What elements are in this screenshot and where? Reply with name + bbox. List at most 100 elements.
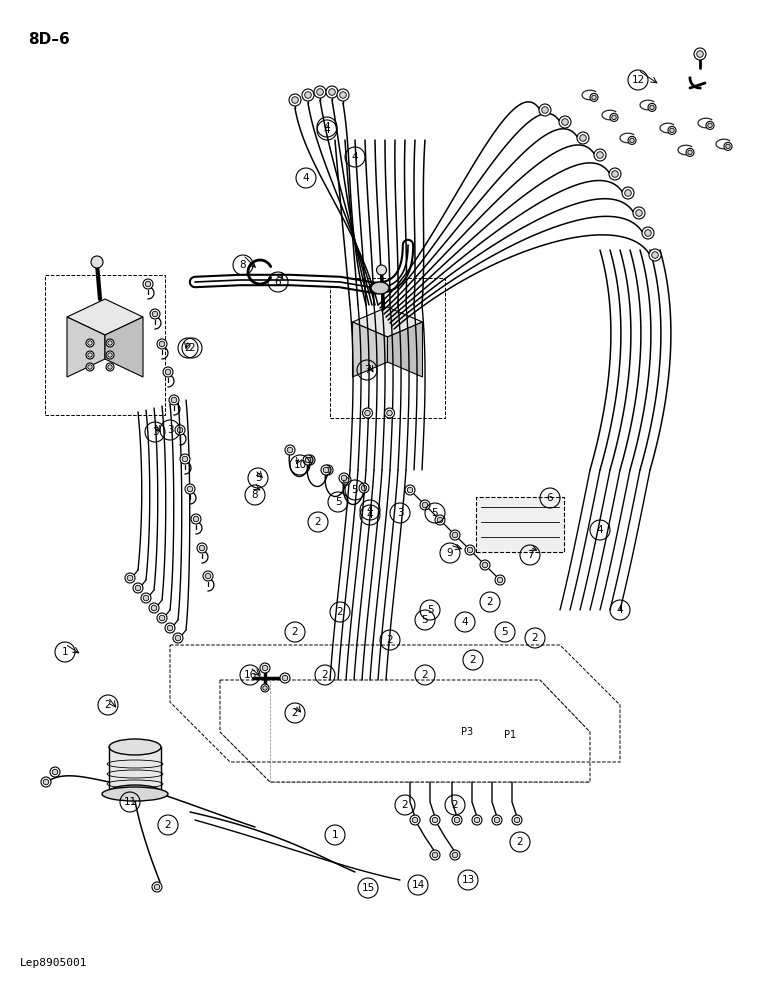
Text: 4: 4 xyxy=(323,125,330,135)
Circle shape xyxy=(154,884,160,890)
Circle shape xyxy=(141,593,151,603)
Text: 2: 2 xyxy=(469,655,476,665)
Circle shape xyxy=(280,673,290,683)
Circle shape xyxy=(363,408,373,418)
Circle shape xyxy=(562,119,568,125)
Circle shape xyxy=(317,89,323,95)
Bar xyxy=(45,275,165,415)
Circle shape xyxy=(420,500,430,510)
Circle shape xyxy=(706,121,714,129)
Text: 2: 2 xyxy=(322,670,328,680)
Text: 5: 5 xyxy=(335,497,341,507)
Circle shape xyxy=(159,341,164,347)
Circle shape xyxy=(191,514,201,524)
Circle shape xyxy=(185,484,195,494)
Text: 5: 5 xyxy=(432,508,438,518)
Circle shape xyxy=(150,309,160,319)
Text: 7: 7 xyxy=(364,365,371,375)
Text: 8: 8 xyxy=(239,260,246,270)
Polygon shape xyxy=(67,317,105,377)
Text: 4: 4 xyxy=(597,525,603,535)
Circle shape xyxy=(323,465,333,475)
Circle shape xyxy=(325,467,330,473)
Circle shape xyxy=(339,473,349,483)
Circle shape xyxy=(260,663,270,673)
Circle shape xyxy=(628,136,636,144)
Circle shape xyxy=(182,456,188,462)
Text: 6: 6 xyxy=(547,493,554,503)
Text: 9: 9 xyxy=(447,548,453,558)
Polygon shape xyxy=(105,317,143,377)
Circle shape xyxy=(387,410,392,416)
Circle shape xyxy=(159,615,164,621)
Text: 2: 2 xyxy=(292,627,298,637)
Circle shape xyxy=(432,852,438,858)
Circle shape xyxy=(340,92,347,98)
Text: 2: 2 xyxy=(315,517,321,527)
Circle shape xyxy=(668,126,676,134)
Text: 3: 3 xyxy=(167,425,173,435)
Circle shape xyxy=(143,279,153,289)
Circle shape xyxy=(361,485,367,491)
Text: 4: 4 xyxy=(367,510,374,520)
Ellipse shape xyxy=(109,739,161,755)
Circle shape xyxy=(127,575,133,581)
Circle shape xyxy=(337,89,349,101)
Circle shape xyxy=(452,852,458,858)
Circle shape xyxy=(88,341,92,345)
Circle shape xyxy=(199,545,205,551)
Circle shape xyxy=(106,339,114,347)
Circle shape xyxy=(188,486,193,492)
Circle shape xyxy=(611,115,616,120)
Circle shape xyxy=(283,675,288,681)
Text: P3: P3 xyxy=(461,727,473,737)
Circle shape xyxy=(465,545,475,555)
Text: 4: 4 xyxy=(462,617,469,627)
Text: 2: 2 xyxy=(188,343,195,353)
Text: 3: 3 xyxy=(151,427,158,437)
Text: 2: 2 xyxy=(422,670,428,680)
Polygon shape xyxy=(353,307,422,337)
Text: 4: 4 xyxy=(617,605,623,615)
Circle shape xyxy=(422,502,428,508)
Text: 5: 5 xyxy=(255,473,261,483)
Circle shape xyxy=(652,252,659,258)
Circle shape xyxy=(494,817,499,823)
Circle shape xyxy=(86,363,94,371)
Circle shape xyxy=(106,363,114,371)
Circle shape xyxy=(41,777,51,787)
Circle shape xyxy=(175,635,181,641)
Circle shape xyxy=(262,686,267,690)
Text: 8: 8 xyxy=(252,490,259,500)
Text: 12: 12 xyxy=(631,75,645,85)
Circle shape xyxy=(341,475,351,485)
Circle shape xyxy=(650,105,654,110)
Circle shape xyxy=(197,543,207,553)
Circle shape xyxy=(649,249,661,261)
Circle shape xyxy=(305,92,311,98)
Circle shape xyxy=(171,397,177,403)
Text: 2: 2 xyxy=(452,800,459,810)
Text: 5: 5 xyxy=(422,615,428,625)
Text: 2: 2 xyxy=(401,800,408,810)
Circle shape xyxy=(145,281,151,287)
Circle shape xyxy=(178,427,183,433)
Circle shape xyxy=(542,107,548,113)
Circle shape xyxy=(408,487,413,493)
Circle shape xyxy=(635,210,642,216)
Circle shape xyxy=(450,850,460,860)
Circle shape xyxy=(135,585,141,591)
Text: 11: 11 xyxy=(124,797,137,807)
Text: 6: 6 xyxy=(275,277,281,287)
Circle shape xyxy=(133,583,143,593)
Circle shape xyxy=(432,817,438,823)
Text: 2: 2 xyxy=(185,343,191,353)
Circle shape xyxy=(430,850,440,860)
Circle shape xyxy=(152,882,162,892)
Circle shape xyxy=(492,815,502,825)
Text: 5: 5 xyxy=(427,605,433,615)
Circle shape xyxy=(454,817,460,823)
Circle shape xyxy=(52,769,58,775)
Circle shape xyxy=(480,560,490,570)
Circle shape xyxy=(482,562,488,568)
